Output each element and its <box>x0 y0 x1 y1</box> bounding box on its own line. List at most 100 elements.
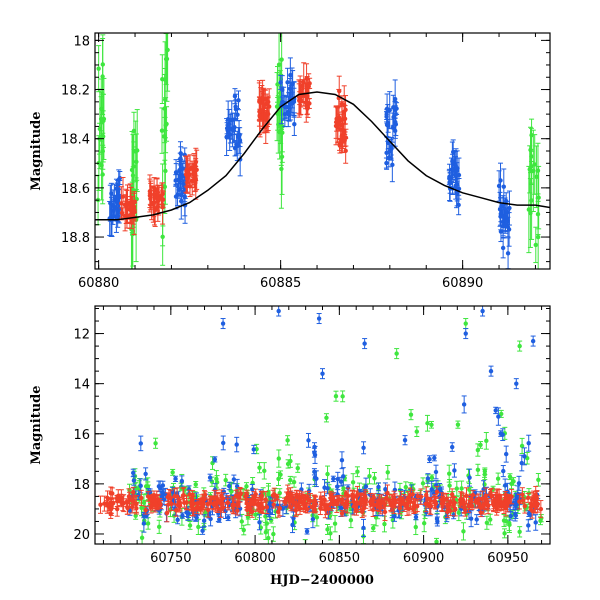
green-data-point <box>511 479 516 484</box>
blue-data-point <box>493 408 498 413</box>
blue-data-point <box>498 214 503 219</box>
red-data-point <box>538 506 544 512</box>
blue-data-point <box>233 104 238 109</box>
green-data-point <box>328 531 333 536</box>
green-data-point <box>507 474 513 479</box>
red-data-point <box>453 507 458 512</box>
blue-data-point <box>200 528 205 534</box>
green-data-point <box>276 456 282 461</box>
green-data-point <box>527 167 532 172</box>
green-data-point <box>325 471 330 477</box>
green-data-point <box>96 66 101 71</box>
green-data-point <box>253 512 258 517</box>
blue-data-point <box>231 128 237 133</box>
red-data-point <box>193 159 199 165</box>
blue-data-point <box>109 191 114 196</box>
green-data-point <box>156 524 162 530</box>
red-data-point <box>275 509 281 515</box>
y-tick-label: 18.4 <box>61 133 90 148</box>
green-data-point <box>367 474 372 479</box>
red-data-point <box>187 184 193 189</box>
red-data-point <box>270 493 276 498</box>
blue-data-point <box>180 189 186 195</box>
green-data-point <box>324 415 329 420</box>
red-data-point <box>262 102 267 108</box>
blue-data-point <box>341 474 346 479</box>
blue-data-point <box>141 521 147 526</box>
red-data-point <box>120 194 126 199</box>
blue-data-point <box>131 478 137 483</box>
blue-data-point <box>519 460 524 466</box>
green-data-point <box>340 394 345 399</box>
green-data-point <box>162 97 168 102</box>
blue-data-point <box>180 166 186 171</box>
blue-data-point <box>526 511 532 516</box>
blue-data-point <box>175 517 180 523</box>
green-data-point <box>447 483 452 488</box>
blue-data-point <box>533 520 538 525</box>
blue-data-point <box>504 451 509 457</box>
blue-data-point <box>392 514 397 519</box>
blue-data-point <box>113 206 118 211</box>
blue-data-point <box>160 483 166 488</box>
red-data-point <box>448 499 453 504</box>
blue-data-point <box>461 402 467 407</box>
blue-data-point <box>232 146 238 151</box>
blue-data-point <box>526 440 531 446</box>
blue-data-point <box>498 178 503 183</box>
green-data-point <box>421 521 427 526</box>
blue-data-point <box>177 174 183 179</box>
red-data-point <box>415 493 421 499</box>
top-axis-ticks: 60880 60885 60890 18 18.2 18.4 18.6 18.8 <box>61 33 550 291</box>
red-data-point <box>128 202 134 208</box>
green-data-point <box>170 470 175 475</box>
green-data-point <box>408 412 414 417</box>
red-data-point <box>264 111 269 116</box>
red-data-point <box>399 496 404 501</box>
green-data-point <box>271 531 276 537</box>
green-data-point <box>153 441 158 446</box>
blue-data-point <box>388 144 394 149</box>
green-data-point <box>434 539 439 544</box>
red-data-point <box>130 489 136 495</box>
blue-data-point <box>338 505 344 511</box>
blue-data-point <box>467 475 472 480</box>
blue-data-point <box>257 520 262 525</box>
green-data-point <box>413 524 418 530</box>
green-data-point <box>274 104 280 109</box>
blue-data-point <box>312 450 317 455</box>
model-curve <box>95 91 550 221</box>
green-data-point <box>263 514 268 519</box>
red-data-point <box>337 88 342 94</box>
blue-data-point <box>339 458 345 463</box>
blue-data-point <box>468 516 474 521</box>
blue-data-point <box>474 517 479 522</box>
blue-data-point <box>194 515 199 520</box>
red-data-point <box>119 201 124 206</box>
red-data-point <box>343 107 348 112</box>
red-data-point <box>339 139 344 144</box>
green-data-point <box>350 480 356 485</box>
blue-data-point <box>361 445 366 450</box>
red-data-point <box>464 493 469 499</box>
blue-data-point <box>513 513 519 518</box>
green-data-point <box>193 482 198 487</box>
blue-data-point <box>207 475 213 480</box>
blue-data-point <box>505 251 511 256</box>
green-data-point <box>447 471 452 476</box>
red-data-point <box>303 93 308 99</box>
blue-data-point <box>391 105 396 110</box>
red-data-point <box>445 504 451 510</box>
blue-data-point <box>173 178 178 183</box>
blue-data-point <box>501 468 506 474</box>
blue-data-point <box>156 484 162 489</box>
green-data-point <box>288 458 293 464</box>
red-data-point <box>110 491 115 496</box>
red-data-point <box>180 493 186 498</box>
blue-data-point <box>450 444 455 450</box>
red-data-point <box>115 506 120 512</box>
top-data-points <box>95 33 542 269</box>
red-data-point <box>313 501 318 507</box>
green-data-point <box>517 529 522 535</box>
green-data-point <box>502 531 507 536</box>
